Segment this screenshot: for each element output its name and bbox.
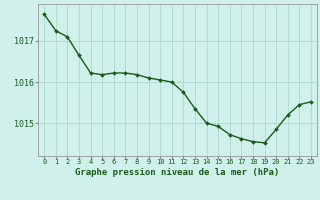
X-axis label: Graphe pression niveau de la mer (hPa): Graphe pression niveau de la mer (hPa) [76, 168, 280, 177]
